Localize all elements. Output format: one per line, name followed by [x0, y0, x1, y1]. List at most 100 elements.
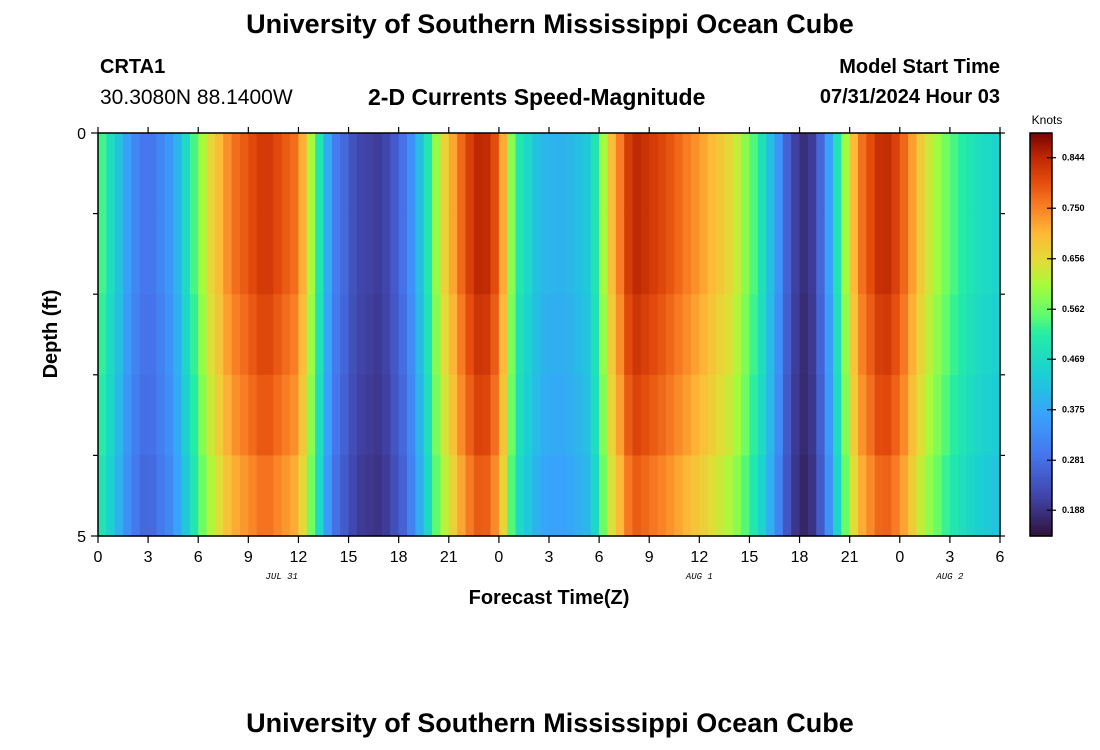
heatmap-cell [607, 213, 617, 295]
colorbar-segment [1030, 278, 1052, 281]
y-tick-label: 0 [77, 126, 86, 143]
x-tick-label: 3 [144, 549, 153, 566]
colorbar-unit-label: Knots [1032, 113, 1063, 127]
heatmap-cell [181, 374, 191, 456]
heatmap-cell [899, 374, 909, 456]
heatmap-cell [239, 374, 249, 456]
heatmap-cell [640, 294, 650, 376]
heatmap-cell [164, 374, 174, 456]
heatmap-cell [298, 133, 308, 215]
colorbar-segment [1030, 157, 1052, 160]
heatmap-cell [398, 213, 408, 295]
heatmap-cell [699, 133, 709, 215]
heatmap-cell [858, 294, 867, 376]
heatmap-cell [891, 213, 901, 295]
colorbar-segment [1030, 453, 1052, 456]
colorbar-segment [1030, 191, 1052, 195]
heatmap-cell [465, 213, 475, 295]
heatmap-cell [523, 133, 533, 215]
heatmap-cell [148, 213, 158, 295]
heatmap-cell [381, 374, 391, 456]
colorbar-segment [1030, 203, 1052, 207]
heatmap-cell [966, 294, 976, 376]
colorbar-segment [1030, 346, 1052, 350]
colorbar-segment [1030, 523, 1052, 527]
heatmap-cell [574, 213, 584, 295]
heatmap-cell [699, 213, 709, 295]
heatmap-cell [849, 374, 859, 456]
heatmap-cell [265, 294, 274, 376]
colorbar-tick-label: 0.750 [1062, 203, 1085, 213]
heatmap-cell [949, 374, 959, 456]
heatmap-cell [106, 374, 116, 456]
heatmap-cell [290, 133, 300, 215]
heatmap-cell [448, 213, 458, 295]
heatmap-cell [749, 455, 759, 537]
heatmap-cell [390, 294, 400, 376]
heatmap-cell [432, 213, 442, 295]
heatmap-cell [473, 455, 483, 537]
heatmap-cell [373, 213, 383, 295]
heatmap-cell [298, 455, 308, 537]
heatmap-cell [256, 294, 266, 376]
heatmap-cell [807, 294, 817, 376]
heatmap-cell [883, 455, 893, 537]
heatmap-cell [156, 374, 166, 456]
heatmap-cell [866, 374, 876, 456]
colorbar-segment [1030, 187, 1052, 191]
colorbar-segment [1030, 243, 1052, 247]
heatmap-cell [365, 455, 375, 537]
colorbar-segment [1030, 284, 1052, 287]
heatmap-cell [757, 213, 767, 295]
heatmap-cell [498, 133, 508, 215]
colorbar-segment [1030, 320, 1052, 324]
heatmap-cell [415, 213, 425, 295]
x-tick-label: 3 [945, 549, 954, 566]
colorbar-segment [1030, 513, 1052, 517]
heatmap-cell [941, 455, 951, 537]
heatmap-cell [933, 455, 943, 537]
colorbar-segment [1030, 433, 1052, 436]
heatmap-cell [181, 213, 191, 295]
heatmap-cell [348, 455, 358, 537]
heatmap-cell [198, 294, 208, 376]
colorbar-segment [1030, 368, 1052, 372]
heatmap-cell [599, 455, 609, 537]
colorbar-segment [1030, 235, 1052, 239]
heatmap-cell [574, 374, 584, 456]
heatmap-cell [214, 374, 224, 456]
colorbar-segment [1030, 509, 1052, 513]
heatmap-cell [741, 294, 751, 376]
heatmap-cell [265, 133, 274, 215]
heatmap-cell [690, 455, 700, 537]
heatmap-cell [782, 213, 792, 295]
heatmap-cell [941, 213, 951, 295]
heatmap-cell [365, 294, 375, 376]
heatmap-cell [649, 213, 659, 295]
heatmap-cell [682, 133, 692, 215]
heatmap-cell [432, 455, 442, 537]
heatmap-cell [139, 455, 149, 537]
heatmap-cell [690, 133, 700, 215]
heatmap-cell [816, 213, 826, 295]
colorbar-segment [1030, 239, 1052, 243]
heatmap-cell [206, 213, 216, 295]
heatmap-cell [173, 455, 183, 537]
heatmap-cell [523, 294, 533, 376]
heatmap-cell [156, 455, 166, 537]
heatmap-cell [824, 455, 834, 537]
heatmap-cell [741, 455, 751, 537]
heatmap-cell [323, 374, 333, 456]
heatmap-cell [782, 294, 792, 376]
x-tick-label: 0 [895, 549, 904, 566]
heatmap-cell [899, 213, 909, 295]
heatmap-cell [699, 455, 709, 537]
heatmap-cell [515, 455, 525, 537]
heatmap-cell [465, 374, 475, 456]
heatmap-cell [607, 133, 617, 215]
heatmap-cell [223, 294, 233, 376]
heatmap-cell [908, 133, 918, 215]
colorbar-segment [1030, 390, 1052, 394]
colorbar-segment [1030, 137, 1052, 140]
heatmap-cell [582, 294, 592, 376]
